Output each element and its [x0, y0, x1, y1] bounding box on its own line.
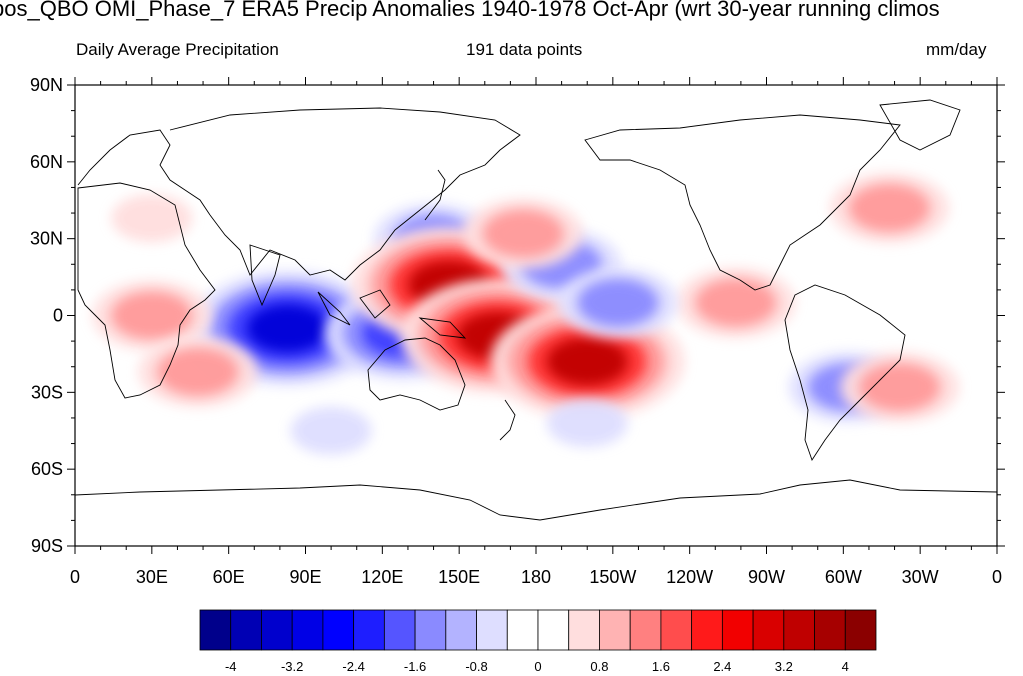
- lat-tick-label: 60N: [30, 152, 63, 172]
- colorbar-swatch: [383, 609, 416, 651]
- anomaly-pos-14: [157, 347, 239, 396]
- precip-anomaly-layer: [92, 172, 960, 455]
- colorbar-swatch: [414, 609, 447, 651]
- lat-tick-label: 0: [53, 306, 63, 326]
- lon-tick-label: 90E: [289, 567, 321, 587]
- lat-tick-label: 60S: [31, 459, 63, 479]
- lon-tick-label: 30W: [902, 567, 939, 587]
- coastline-africa: [77, 182, 216, 399]
- anomaly-neg-15: [290, 406, 372, 455]
- colorbar-label: -1.6: [404, 659, 426, 674]
- colorbar: [199, 609, 877, 651]
- lat-tick-label: 30S: [31, 382, 63, 402]
- subtitle-units: mm/day: [926, 40, 987, 59]
- lon-tick-label: 120W: [666, 567, 713, 587]
- colorbar-label: -4: [225, 659, 237, 674]
- coastline-newguinea: [418, 317, 467, 339]
- colorbar-swatch: [691, 609, 723, 651]
- colorbar-swatch: [568, 609, 600, 651]
- anomaly-neg-16: [546, 399, 628, 448]
- coastline-asia: [169, 107, 521, 281]
- colorbar-label: 2.4: [713, 659, 731, 674]
- anomaly-pos-6: [848, 183, 930, 232]
- colorbar-label: 1.6: [652, 659, 670, 674]
- colorbar-swatch: [599, 609, 631, 651]
- coastline-sumatra: [317, 291, 351, 326]
- colorbar-swatch: [721, 609, 754, 651]
- colorbar-label: 0: [534, 659, 541, 674]
- colorbar-label: 0.8: [590, 659, 608, 674]
- colorbar-swatch: [814, 609, 846, 651]
- coastlines: [75, 99, 997, 521]
- coastline-borneo: [359, 289, 391, 319]
- colorbar-swatch: [230, 609, 262, 651]
- lon-tick-label: 60E: [213, 567, 245, 587]
- lat-tick-label: 30N: [30, 229, 63, 249]
- lon-tick-label: 0: [992, 567, 1002, 587]
- lat-tick-label: 90S: [31, 536, 63, 556]
- colorbar-swatch: [660, 609, 693, 651]
- colorbar-label: 3.2: [775, 659, 793, 674]
- colorbar-swatch: [506, 609, 539, 651]
- axis-tick-labels: 90N 60N 30N 0 30S 60S 90S 0 30E 60E 90E 120E 150E 180…: [30, 75, 1002, 587]
- anomaly-pos-13: [111, 291, 193, 340]
- colorbar-label: 4: [842, 659, 849, 674]
- coastline-southamerica: [784, 284, 906, 462]
- colorbar-swatch: [783, 609, 815, 651]
- colorbar-swatch: [322, 609, 355, 651]
- coastline-japan: [424, 169, 446, 221]
- subtitle-count: 191 data points: [466, 40, 583, 59]
- anomaly-pos-12: [482, 209, 564, 258]
- plot-title: bos_QBO OMI_Phase_7 ERA5 Precip Anomalie…: [0, 0, 940, 21]
- lon-tick-label: 150W: [589, 567, 636, 587]
- colorbar-swatch: [199, 609, 232, 651]
- colorbar-swatch: [752, 609, 785, 651]
- colorbar-label: -3.2: [281, 659, 303, 674]
- colorbar-swatch: [291, 609, 324, 651]
- subtitle-variable: Daily Average Precipitation: [76, 40, 279, 59]
- coastline-newzealand: [499, 399, 516, 441]
- colorbar-swatch: [537, 609, 570, 651]
- anomaly-neg-0: [247, 304, 329, 353]
- colorbar-swatch: [445, 609, 477, 651]
- axis-ticks: [67, 77, 1005, 554]
- lat-tick-label: 90N: [30, 75, 63, 95]
- colorbar-swatch: [629, 609, 662, 651]
- coastline-northamerica: [584, 114, 901, 291]
- lon-tick-label: 120E: [361, 567, 403, 587]
- lon-tick-label: 0: [70, 567, 80, 587]
- coastline-europe: [77, 129, 211, 216]
- anomaly-pos-5: [546, 337, 628, 386]
- colorbar-label: -0.8: [465, 659, 487, 674]
- colorbar-swatch: [353, 609, 385, 651]
- anomaly-neg-11: [577, 278, 659, 327]
- lon-tick-label: 150E: [438, 567, 480, 587]
- coastline-india: [249, 244, 281, 307]
- coastline-antarctica: [75, 479, 997, 521]
- lon-tick-label: 30E: [136, 567, 168, 587]
- colorbar-swatch: [476, 609, 508, 651]
- lon-tick-label: 180: [521, 567, 551, 587]
- lon-tick-label: 60W: [825, 567, 862, 587]
- colorbar-labels: -4 -3.2 -2.4 -1.6 -0.8 0 0.8 1.6 2.4 3.2 4: [225, 659, 849, 674]
- coastline-greenland: [879, 99, 961, 151]
- lon-tick-label: 90W: [748, 567, 785, 587]
- coastline-australia: [367, 337, 466, 411]
- colorbar-label: -2.4: [342, 659, 364, 674]
- colorbar-swatch: [261, 609, 293, 651]
- anomaly-pos-8: [859, 363, 941, 412]
- map-area: [75, 85, 997, 546]
- anomaly-pos-9: [695, 278, 777, 327]
- colorbar-swatch: [844, 609, 877, 651]
- anomaly-pos-17: [111, 194, 193, 243]
